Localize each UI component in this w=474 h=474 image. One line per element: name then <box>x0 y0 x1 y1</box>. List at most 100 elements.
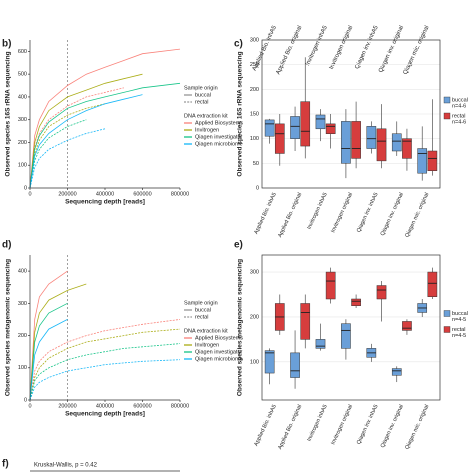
x-tick-label: 200000 <box>58 191 76 197</box>
y-tick-label: 400 <box>18 94 27 100</box>
box <box>391 368 402 376</box>
curve <box>29 270 68 401</box>
box <box>325 123 336 134</box>
y-tick-label: 200 <box>18 333 27 339</box>
x-tick-label: Qiagen inv. inhA5 <box>356 192 380 234</box>
y-tick-label: 200 <box>250 87 259 93</box>
box <box>351 298 361 306</box>
axes <box>29 40 180 189</box>
box <box>274 123 285 154</box>
box <box>300 101 311 147</box>
x-tick-label: Invitrogen original <box>330 404 354 446</box>
legend-key <box>443 326 451 333</box>
box <box>264 350 275 374</box>
legend-label: rectal <box>195 99 208 105</box>
x-tick-label: 800000 <box>171 403 189 409</box>
box <box>427 271 438 297</box>
curve <box>29 128 106 189</box>
x-tick-label: Applied Bio. inhA5 <box>253 404 277 447</box>
y-tick-label: 100 <box>18 163 27 169</box>
top-label: Qiagen inv. inhA5 <box>354 24 380 70</box>
curve <box>29 328 181 401</box>
y-tick-label: 300 <box>18 117 27 123</box>
legend-label: Applied Biosystems <box>195 120 243 126</box>
x-tick-label: Qiagen mic. original <box>404 404 430 451</box>
y-tick-label: 200 <box>250 314 259 320</box>
y-tick-label: 300 <box>250 37 259 43</box>
y-tick-label: 100 <box>250 136 259 142</box>
legend-label: buccal <box>452 97 468 103</box>
y-tick-label: 300 <box>18 301 27 307</box>
y-tick-label: 0 <box>256 185 259 191</box>
legend-title: Sample origin <box>184 85 218 91</box>
box <box>300 303 311 340</box>
box <box>341 121 351 164</box>
legend-label: buccal <box>452 311 468 317</box>
box <box>366 126 377 149</box>
box <box>402 321 412 331</box>
x-tick-label: Qiagen mic. original <box>404 192 430 239</box>
panel-label: d) <box>2 240 11 251</box>
legend-label: Qiagen investigator <box>195 134 243 140</box>
plot-frame <box>261 39 441 189</box>
legend-title: Sample origin <box>184 300 218 306</box>
x-tick-label: Invitrogen inhA5 <box>306 404 328 443</box>
box <box>315 114 326 130</box>
y-axis-label: Observed species metagenomic sequencing <box>5 259 12 396</box>
y-tick-label: 300 <box>250 270 259 276</box>
curve <box>29 48 181 189</box>
y-tick-label: 600 <box>18 49 27 55</box>
curve <box>29 359 181 401</box>
legend-title: DNA extraction kit <box>184 113 228 119</box>
axes <box>29 255 180 401</box>
y-tick-label: 100 <box>18 365 27 371</box>
y-tick-label: 0 <box>24 185 27 191</box>
top-label: Invitrogen original <box>329 25 354 70</box>
curve <box>29 319 181 401</box>
x-tick-label: Qiagen inv. inhA5 <box>356 404 380 446</box>
x-tick-label: 400000 <box>96 403 114 409</box>
legend-key <box>443 112 451 120</box>
panel-label: b) <box>2 39 11 50</box>
box <box>351 121 361 159</box>
legend-label: n=4-6 <box>452 103 466 109</box>
x-tick-label: 0 <box>28 403 31 409</box>
x-axis-label: Sequencing depth [reads] <box>65 199 145 206</box>
curve <box>29 73 143 189</box>
legend-title: DNA extraction kit <box>184 328 228 334</box>
legend-label: Invitrogen <box>195 127 219 133</box>
panel-label: c) <box>234 39 243 50</box>
x-tick-label: 0 <box>28 191 31 197</box>
box <box>402 138 412 159</box>
box <box>325 271 336 300</box>
legend-label: Applied Biosystems <box>195 335 243 341</box>
legend-key <box>443 310 451 317</box>
x-tick-label: Invitrogen inhA5 <box>306 192 328 231</box>
top-label: Applied Bio. original <box>276 25 304 76</box>
annotation: Kruskal-Wallis, p = 0.42 <box>34 463 98 469</box>
panel-label: f) <box>2 459 9 470</box>
y-tick-label: 200 <box>18 140 27 146</box>
x-tick-label: Applied Bio. original <box>277 192 303 239</box>
legend-label: Qiagen microbiome <box>195 141 243 147</box>
y-tick-label: 500 <box>18 72 27 78</box>
box <box>376 128 387 162</box>
x-tick-label: Qiagen inv. original <box>380 192 405 237</box>
x-tick-label: 200000 <box>58 403 76 409</box>
legend-label: rectal <box>452 113 465 119</box>
legend-label: Invitrogen <box>195 342 219 348</box>
legend-label: n=4-5 <box>452 317 466 323</box>
box <box>376 285 387 300</box>
x-tick-label: 800000 <box>171 191 189 197</box>
legend-label: rectal <box>195 314 208 320</box>
curve <box>29 343 181 401</box>
legend-key <box>443 96 451 104</box>
box <box>315 339 326 349</box>
legend-label: n=4-5 <box>452 333 466 339</box>
legend-label: buccal <box>195 92 211 98</box>
curve <box>29 283 87 401</box>
x-tick-label: Applied Bio. inhA5 <box>253 192 277 235</box>
y-tick-label: 250 <box>250 62 259 68</box>
x-tick-label: Applied Bio. original <box>277 404 303 451</box>
